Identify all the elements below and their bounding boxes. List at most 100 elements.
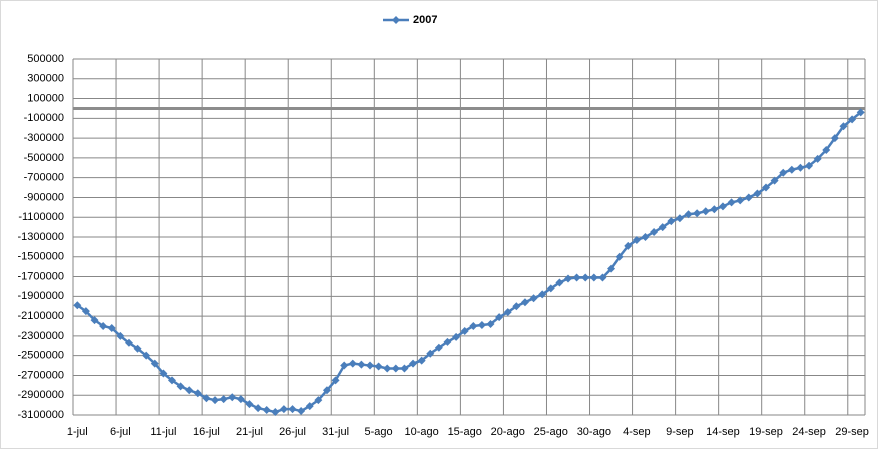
x-tick-label: 6-jul — [110, 426, 131, 438]
x-tick-label: 15-ago — [448, 426, 482, 438]
data-point — [202, 394, 211, 403]
data-point — [546, 284, 555, 293]
data-point — [675, 214, 684, 223]
data-point — [572, 273, 581, 282]
y-tick-label: -3100000 — [18, 409, 65, 421]
data-point — [81, 307, 90, 316]
data-point — [142, 351, 151, 360]
data-point — [452, 332, 461, 341]
data-point — [168, 376, 176, 385]
data-point — [641, 233, 650, 241]
x-tick-label: 26-jul — [279, 426, 306, 438]
data-point — [219, 395, 228, 404]
data-point — [348, 359, 357, 368]
data-point — [624, 241, 633, 250]
data-point — [426, 349, 435, 358]
data-point — [73, 301, 82, 310]
data-point — [400, 364, 409, 373]
y-tick-label: 100000 — [27, 92, 64, 104]
data-point — [469, 322, 478, 330]
data-point — [520, 298, 529, 307]
data-point — [555, 278, 564, 287]
x-tick-label: 20-ago — [491, 426, 525, 438]
data-point — [374, 362, 383, 371]
data-point — [658, 223, 667, 232]
data-point — [615, 252, 624, 261]
x-tick-label: 9-sep — [666, 426, 694, 438]
data-point — [417, 356, 426, 365]
x-tick-label: 29-sep — [835, 426, 869, 438]
y-tick-label: -1100000 — [18, 211, 64, 223]
data-point — [460, 326, 469, 335]
data-point — [701, 207, 710, 216]
x-tick-label: 21-jul — [236, 426, 263, 438]
x-tick-label: 16-jul — [193, 426, 220, 438]
data-point — [185, 386, 194, 395]
data-point — [770, 176, 779, 185]
y-tick-label: 300000 — [27, 73, 64, 85]
x-tick-label: 31-jul — [322, 426, 349, 438]
data-point — [297, 407, 306, 416]
data-point — [805, 161, 814, 170]
y-tick-label: -900000 — [24, 191, 64, 203]
data-point — [744, 193, 753, 202]
x-tick-label: 19-sep — [749, 426, 783, 438]
data-point — [211, 396, 220, 405]
data-point — [116, 331, 125, 340]
data-point — [727, 198, 736, 207]
data-point — [650, 228, 659, 237]
data-point — [503, 308, 512, 317]
data-point — [193, 389, 202, 398]
data-point — [176, 382, 185, 391]
data-point — [667, 217, 676, 226]
y-tick-label: -700000 — [24, 172, 64, 184]
x-tick-label: 4-sep — [623, 426, 651, 438]
data-point — [434, 343, 443, 352]
data-point — [787, 165, 796, 174]
data-point — [718, 202, 727, 211]
x-tick-label: 30-ago — [577, 426, 611, 438]
data-point — [477, 321, 486, 330]
data-point — [856, 108, 865, 117]
data-point — [710, 205, 719, 214]
data-point — [305, 402, 314, 411]
data-point — [486, 320, 495, 329]
data-point — [288, 405, 297, 414]
data-point — [848, 115, 857, 124]
y-tick-label: -1700000 — [18, 270, 65, 282]
y-tick-label: 500000 — [27, 53, 64, 65]
data-point — [391, 364, 400, 373]
data-point — [331, 376, 340, 385]
legend-label: 2007 — [413, 14, 437, 26]
data-point — [839, 122, 848, 131]
y-tick-label: -2500000 — [18, 350, 65, 362]
data-point — [90, 316, 99, 325]
data-point — [753, 189, 762, 198]
x-tick-label: 14-sep — [706, 426, 740, 438]
x-tick-label: 1-jul — [67, 426, 88, 438]
y-tick-label: -2100000 — [18, 310, 65, 322]
data-point — [529, 294, 538, 303]
data-point — [762, 183, 770, 192]
data-point — [607, 264, 616, 273]
data-point — [598, 273, 607, 282]
data-point — [245, 400, 254, 409]
data-point — [693, 209, 702, 218]
data-point — [796, 163, 805, 172]
data-point — [262, 406, 271, 415]
data-point — [366, 361, 374, 370]
data-point — [340, 361, 349, 370]
y-tick-label: -1300000 — [18, 231, 65, 243]
data-point — [564, 274, 572, 283]
legend-marker — [392, 16, 400, 24]
data-point — [133, 344, 142, 353]
data-point — [228, 393, 237, 402]
data-point — [159, 369, 168, 378]
x-tick-label: 10-ago — [405, 426, 439, 438]
data-point — [684, 210, 693, 219]
data-point — [813, 154, 822, 163]
data-point — [443, 337, 452, 346]
data-point — [830, 134, 839, 143]
y-tick-label: -2900000 — [18, 389, 65, 401]
